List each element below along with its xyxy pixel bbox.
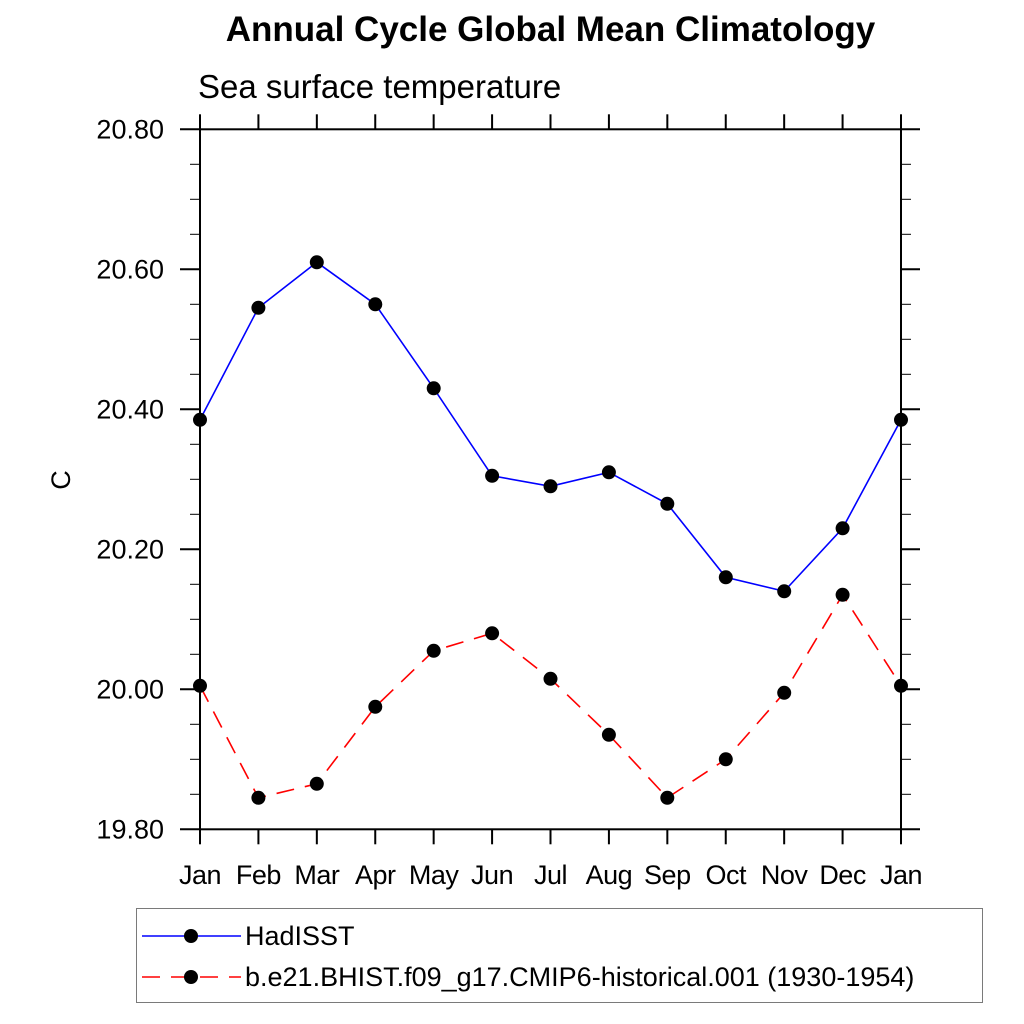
legend-label-hadisst: HadISST [245, 920, 355, 951]
data-point-1-Aug [601, 727, 616, 742]
x-tick-label-month: Sep [644, 860, 691, 890]
data-point-1-Jun [485, 626, 500, 641]
series-layer [193, 255, 908, 805]
data-point-0-Apr [368, 297, 383, 312]
series-line-0 [199, 261, 902, 593]
data-point-0-Jun [485, 468, 500, 483]
data-point-0-Nov [777, 584, 792, 599]
y-tick-label: 20.80 [96, 114, 164, 144]
data-point-1-Mar [309, 776, 324, 791]
y-tick-label: 19.80 [96, 814, 164, 844]
data-point-1-Oct [718, 752, 733, 767]
legend-item-hadisst: HadISST [141, 922, 355, 949]
data-point-0-Jul [543, 479, 558, 494]
legend: HadISST b.e21.BHIST.f09_g17.CMIP6-histor… [136, 908, 983, 1003]
x-tick-label-month: Jan [880, 860, 922, 890]
x-tick-label-month: Jul [534, 860, 567, 890]
x-tick-label-month: Jun [471, 860, 513, 890]
data-point-0-Jan [193, 412, 207, 427]
x-tick-label-month: Jan [179, 860, 221, 890]
data-point-0-Feb [251, 300, 266, 315]
data-point-0-May [426, 381, 441, 396]
chart-title: Annual Cycle Global Mean Climatology [225, 10, 876, 49]
legend-line-sample-dashed [142, 970, 241, 984]
legend-label-model: b.e21.BHIST.f09_g17.CMIP6-historical.001… [245, 961, 915, 992]
x-tick-label-month: Aug [586, 860, 633, 890]
data-point-0-Jan [894, 412, 908, 427]
data-point-1-Jan [894, 678, 908, 693]
y-tick-label: 20.60 [96, 254, 164, 284]
data-point-0-Oct [718, 570, 733, 585]
data-point-0-Mar [309, 255, 324, 270]
data-point-1-Dec [835, 587, 850, 602]
data-point-1-Nov [777, 685, 792, 700]
x-tick-label-month: Apr [355, 860, 396, 890]
legend-line-sample-solid [142, 929, 241, 943]
data-point-0-Sep [660, 496, 675, 511]
data-point-1-Apr [368, 699, 383, 714]
y-tick-label: 20.00 [96, 674, 164, 704]
data-point-1-May [426, 643, 441, 658]
y-tick-label: 20.40 [96, 394, 164, 424]
y-axis-title: C [46, 470, 76, 490]
legend-marker-dot [184, 970, 198, 984]
x-tick-label-month: Feb [236, 860, 281, 890]
data-point-1-Jul [543, 671, 558, 686]
data-point-0-Dec [835, 521, 850, 536]
x-tick-label-month: Nov [761, 860, 809, 890]
chart-subtitle: Sea surface temperature [198, 68, 562, 105]
series-line-1 [199, 593, 902, 799]
data-point-1-Jan [193, 678, 207, 693]
axes-layer: 19.80 20.00 20.20 20.40 20.60 20.80 Jan Feb Mar A… [96, 114, 923, 890]
legend-marker-dot [184, 929, 198, 943]
x-tick-label-month: May [409, 860, 460, 890]
y-tick-label: 20.20 [96, 534, 164, 564]
x-tick-label-month: Oct [705, 860, 747, 890]
data-point-0-Aug [601, 465, 616, 480]
legend-item-model: b.e21.BHIST.f09_g17.CMIP6-historical.001… [141, 963, 914, 990]
data-point-1-Sep [660, 790, 675, 805]
data-point-1-Feb [251, 790, 266, 805]
x-tick-label-month: Mar [294, 860, 340, 890]
x-tick-label-month: Dec [819, 860, 866, 890]
